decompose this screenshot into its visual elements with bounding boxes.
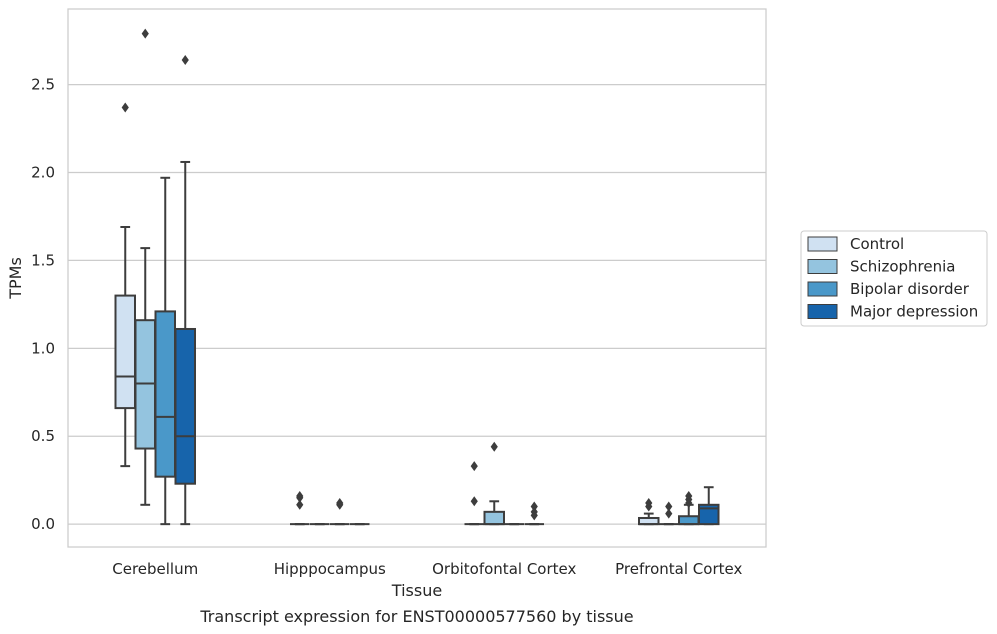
x-axis-title: Tissue: [391, 581, 442, 600]
outlier-point: [141, 28, 149, 39]
box-body: [114, 294, 136, 410]
box-major-depression: [174, 54, 196, 526]
plot-boxes: [114, 28, 720, 526]
outlier-point: [181, 54, 189, 65]
legend-swatch: [807, 236, 838, 252]
x-tick-label: Prefrontal Cortex: [615, 560, 742, 578]
legend-label: Schizophrenia: [850, 258, 955, 276]
outlier-point: [296, 492, 304, 503]
box-bipolar-disorder: [154, 176, 176, 526]
legend-label: Bipolar disorder: [850, 280, 970, 298]
outlier-point: [336, 499, 344, 510]
box-body: [698, 503, 720, 526]
outlier-point: [665, 501, 673, 512]
x-tick-label: Hipppocampus: [274, 560, 386, 578]
outlier-point: [665, 508, 673, 519]
outlier-point: [685, 498, 693, 509]
plot-frame: [67, 8, 767, 548]
legend-swatch: [807, 281, 838, 297]
box-body: [154, 310, 176, 478]
legend-swatch: [807, 259, 838, 274]
x-tick-label: Orbitofontal Cortex: [432, 560, 576, 578]
outlier-point: [296, 499, 304, 510]
legend: Control Schizophrenia Bipolar disorder Majo…: [800, 230, 988, 327]
outlier-point: [470, 461, 478, 472]
y-tick-label: 2.0: [31, 164, 55, 182]
legend-label: Control: [850, 235, 904, 253]
box-body: [678, 515, 700, 526]
box-bipolar-disorder: [330, 498, 350, 526]
y-ticks: 0.0 0.5 1.0 1.5 2.0 2.5: [31, 76, 55, 534]
outlier-point: [530, 510, 538, 521]
outlier-point: [490, 441, 498, 452]
x-ticks: Cerebellum Hipppocampus Orbitofontal Corte…: [112, 560, 742, 578]
y-tick-label: 0.5: [31, 427, 55, 445]
y-tick-label: 0.0: [31, 515, 55, 533]
legend-swatch: [807, 304, 838, 319]
y-tick-label: 1.5: [31, 251, 55, 269]
box-bipolar-disorder: [678, 491, 700, 526]
legend-frame: [800, 230, 988, 327]
box-major-depression: [698, 486, 720, 526]
box-body: [483, 510, 505, 526]
box-major-depression: [524, 501, 544, 526]
chart-caption: Transcript expression for ENST0000057756…: [199, 607, 633, 626]
outlier-point: [121, 102, 129, 113]
y-axis-title: TPMs: [6, 257, 25, 300]
y-tick-label: 1.0: [31, 339, 55, 357]
box-control: [290, 491, 310, 526]
box-control: [114, 102, 136, 468]
x-tick-label: Cerebellum: [112, 560, 198, 578]
box-schizophrenia: [659, 501, 679, 526]
outlier-point: [530, 501, 538, 512]
box-control: [464, 461, 484, 526]
box-schizophrenia: [483, 441, 505, 526]
outlier-point: [470, 496, 478, 507]
box-control: [638, 498, 660, 526]
box-body: [174, 327, 196, 485]
y-tick-label: 2.5: [31, 76, 55, 94]
outlier-point: [645, 501, 653, 512]
legend-label: Major depression: [850, 303, 978, 321]
box-schizophrenia: [134, 28, 156, 506]
